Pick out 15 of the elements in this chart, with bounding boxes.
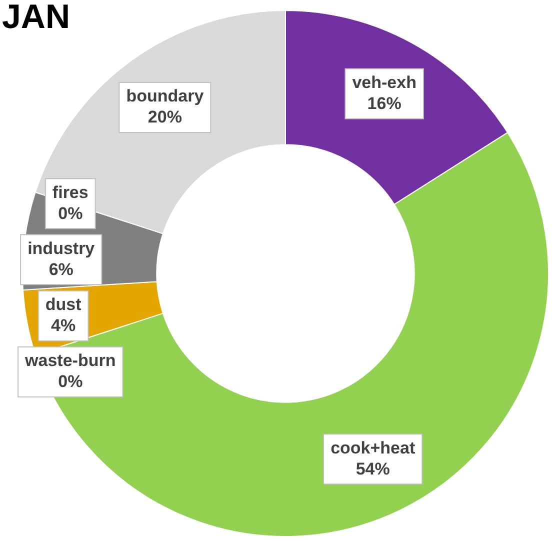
slice-label: dust bbox=[45, 295, 82, 314]
data-label: 6% bbox=[48, 260, 74, 279]
data-label: 4% bbox=[51, 316, 76, 336]
text: 0% bbox=[58, 204, 83, 223]
slice-label: cook+heat bbox=[330, 438, 416, 458]
category-label: fires bbox=[52, 182, 88, 202]
slice-label: industry bbox=[28, 238, 96, 258]
data-label: 54% bbox=[356, 459, 390, 478]
chart-title: JAN bbox=[2, 0, 70, 36]
text: 0% bbox=[58, 372, 83, 392]
category-label: waste-burn bbox=[25, 351, 116, 370]
slice-label: veh-exh bbox=[352, 72, 416, 92]
data-label: 16% bbox=[367, 94, 402, 113]
slice-label: boundary bbox=[126, 86, 204, 106]
data-label: 20% bbox=[148, 108, 182, 127]
